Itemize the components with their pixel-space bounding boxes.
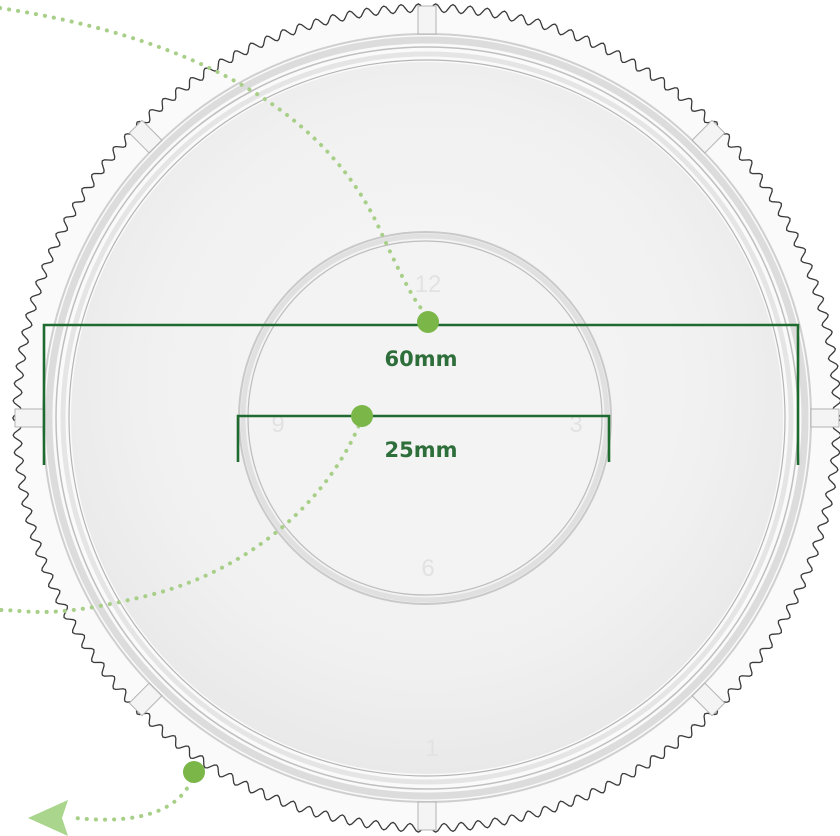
- dotted-path-outer: [0, 6, 430, 324]
- inner-dimension-bracket: [236, 414, 611, 462]
- rim-tab: [810, 408, 840, 428]
- mold-markings: 12 3 6 9 1: [271, 271, 582, 762]
- rim-tab: [691, 119, 726, 154]
- mold-number-right: 3: [569, 411, 582, 438]
- outer-dimension-label: 60mm: [385, 347, 458, 371]
- rim-tab: [128, 119, 163, 154]
- inner-dimension-dot: [351, 405, 373, 427]
- rim-tab: [417, 5, 437, 35]
- rim-tabs: [14, 5, 840, 831]
- dotted-path-bottom: [73, 770, 196, 822]
- dotted-callout-paths: [0, 6, 430, 822]
- mold-number-top: 12: [415, 271, 442, 298]
- mold-number-bottom: 6: [421, 555, 434, 582]
- rim-tab: [128, 682, 163, 717]
- arrow-icon: [28, 800, 68, 836]
- center-well: [238, 231, 612, 605]
- rim-tab: [417, 801, 437, 831]
- dotted-path-inner: [0, 416, 364, 614]
- callout-dots: [183, 311, 439, 783]
- mold-number-left: 9: [271, 411, 284, 438]
- rim-tab: [691, 682, 726, 717]
- rim-tab: [14, 408, 44, 428]
- mold-number-rim: 1: [425, 735, 438, 762]
- outer-dimension-dot: [417, 311, 439, 333]
- rim-dot: [183, 761, 205, 783]
- inner-dimension-label: 25mm: [385, 438, 458, 462]
